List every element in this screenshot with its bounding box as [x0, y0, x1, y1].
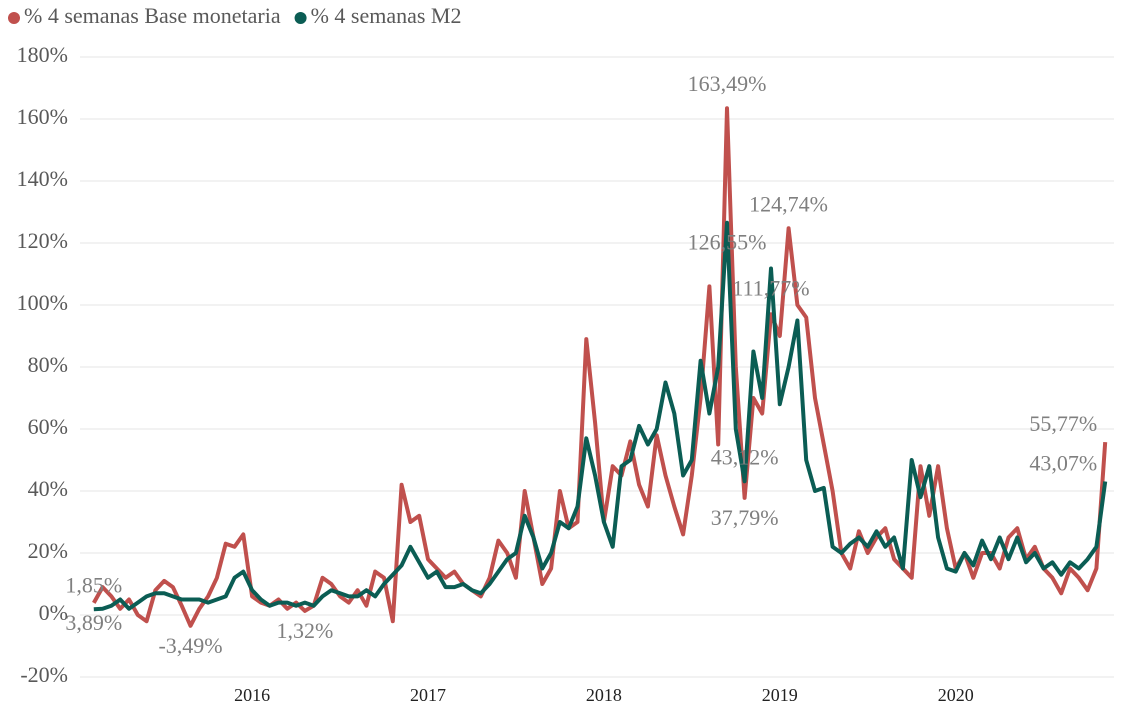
- legend-label: % 4 semanas M2: [311, 3, 462, 28]
- annotation: 111,77%: [732, 276, 809, 301]
- grid: [80, 56, 1114, 678]
- annotation: 1,85%: [65, 572, 122, 597]
- annotation: 126,55%: [688, 230, 767, 255]
- annotation: 124,74%: [749, 191, 828, 216]
- x-tick-label: 2018: [586, 685, 622, 705]
- y-tick-label: 40%: [28, 476, 68, 501]
- y-tick-label: 160%: [17, 104, 68, 129]
- x-tick-label: 2016: [234, 685, 270, 705]
- y-tick-label: 80%: [28, 352, 68, 377]
- legend-label: % 4 semanas Base monetaria: [24, 3, 281, 28]
- y-tick-label: 120%: [17, 228, 68, 253]
- series-line: [92, 106, 1108, 628]
- x-tick-label: 2020: [938, 685, 974, 705]
- y-tick-label: 140%: [17, 166, 68, 191]
- y-tick-label: 20%: [28, 538, 68, 563]
- annotation: 43,12%: [711, 444, 779, 469]
- y-tick-label: 0%: [39, 600, 68, 625]
- annotation: 1,32%: [276, 618, 333, 643]
- annotation: 55,77%: [1029, 411, 1097, 436]
- annotation: 3,89%: [65, 610, 122, 635]
- x-tick-label: 2019: [762, 685, 798, 705]
- annotation: 163,49%: [688, 71, 767, 96]
- y-tick-label: 60%: [28, 414, 68, 439]
- labels: -20% 0% 20% 40% 60% 80% 100% 120% 140% 160% 180% 20…: [8, 3, 1097, 705]
- lines: [92, 106, 1108, 628]
- annotation: -3,49%: [158, 633, 222, 658]
- y-tick-label: 180%: [17, 42, 68, 67]
- legend-marker: [8, 12, 20, 24]
- x-tick-label: 2017: [410, 685, 446, 705]
- annotation: 37,79%: [711, 505, 779, 530]
- y-tick-label: 100%: [17, 290, 68, 315]
- series-line: [93, 220, 1108, 612]
- y-tick-label: -20%: [20, 662, 68, 687]
- legend-marker: [294, 12, 307, 24]
- annotation: 43,07%: [1029, 451, 1097, 476]
